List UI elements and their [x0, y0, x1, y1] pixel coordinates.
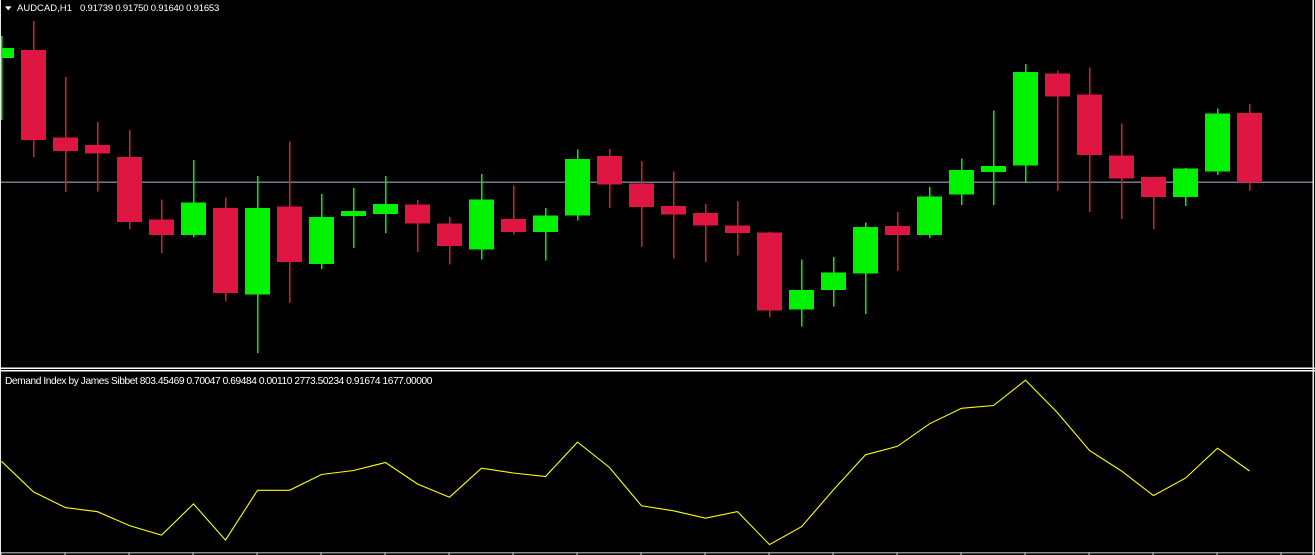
svg-text:0.91739 0.91750 0.91640 0.9165: 0.91739 0.91750 0.91640 0.91653 — [80, 3, 219, 14]
svg-text:Demand Index by James Sibbet 8: Demand Index by James Sibbet 803.45469 0… — [5, 376, 433, 387]
svg-text:AUDCAD,H1: AUDCAD,H1 — [17, 3, 72, 14]
